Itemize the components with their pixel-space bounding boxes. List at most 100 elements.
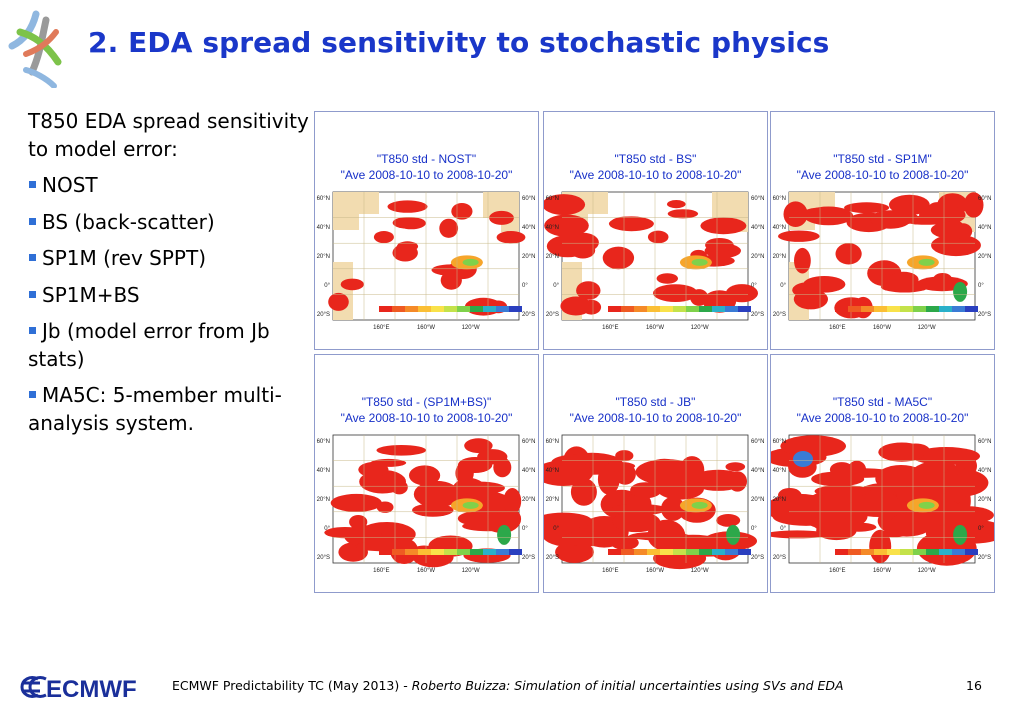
svg-text:ECMWF: ECMWF: [46, 676, 137, 703]
bullet-icon: [29, 181, 36, 188]
bullet-item: BS (back-scatter): [28, 209, 313, 237]
page-number: 16: [966, 678, 982, 693]
lat-label-right: 40°N: [978, 468, 991, 474]
spread-map: 60°N 60°N 40°N 40°N 20°N 20°N 0° 0° 20°S 20°S 160°…: [317, 191, 535, 331]
map-panel-ma5c: "T850 std - MA5C" "Ave 2008-10-10 to 200…: [770, 354, 995, 593]
lat-label-right: 60°N: [978, 196, 991, 202]
lat-label-left: 20°N: [546, 497, 559, 503]
lon-label: 160°W: [417, 568, 435, 574]
lat-label-left: 40°N: [546, 225, 559, 231]
lat-label-right: 0°: [751, 526, 757, 532]
lat-label-right: 20°N: [751, 497, 764, 503]
lat-label-left: 0°: [780, 283, 786, 289]
lon-label: 160°E: [373, 325, 389, 331]
map-panel-nost: "T850 std - NOST" "Ave 2008-10-10 to 200…: [314, 111, 539, 350]
spread-map: 60°N 60°N 40°N 40°N 20°N 20°N 0° 0° 20°S 20°S 160°…: [317, 434, 535, 574]
lat-label-right: 40°N: [978, 225, 991, 231]
bullet-icon: [29, 217, 36, 225]
lat-label-left: 60°N: [546, 439, 559, 445]
panel-subtitle: "Ave 2008-10-10 to 2008-10-20": [340, 411, 513, 425]
lon-label: 160°W: [873, 568, 891, 574]
lat-label-left: 0°: [553, 526, 559, 532]
lat-label-left: 0°: [324, 283, 330, 289]
lat-label-right: 40°N: [751, 468, 764, 474]
lon-label: 160°W: [646, 325, 664, 331]
lon-label: 120°W: [691, 325, 709, 331]
lat-label-left: 0°: [553, 283, 559, 289]
lat-label-right: 0°: [751, 283, 757, 289]
lat-label-left: 20°S: [773, 555, 786, 561]
spread-map: 60°N 60°N 40°N 40°N 20°N 20°N 0° 0° 20°S 20°S 160°…: [771, 434, 994, 574]
lat-label-right: 20°S: [978, 312, 991, 318]
lat-label-left: 40°N: [317, 225, 330, 231]
lat-label-left: 20°N: [317, 254, 330, 260]
lat-label-right: 20°N: [751, 254, 764, 260]
panel-title: "T850 std - MA5C": [832, 395, 933, 409]
lat-label-left: 60°N: [317, 196, 330, 202]
bullet-item: SP1M (rev SPPT): [28, 245, 313, 273]
lat-label-left: 60°N: [546, 196, 559, 202]
lat-label-right: 20°N: [522, 497, 535, 503]
slide-body: T850 EDA spread sensitivity to model err…: [28, 108, 313, 446]
lat-label-left: 20°S: [546, 555, 559, 561]
bullet-item: NOST: [28, 172, 313, 200]
lat-label-right: 0°: [522, 283, 528, 289]
panel-title: "T850 std - NOST": [376, 152, 477, 166]
lat-label-left: 20°S: [317, 312, 330, 318]
spread-map: 60°N 60°N 40°N 40°N 20°N 20°N 0° 0° 20°S 20°S 160°…: [544, 191, 764, 331]
lon-label: 160°E: [829, 568, 845, 574]
lon-label: 160°W: [646, 568, 664, 574]
lat-label-left: 60°N: [317, 439, 330, 445]
lon-label: 160°E: [602, 568, 618, 574]
lat-label-right: 60°N: [751, 439, 764, 445]
bullet-item: MA5C: 5-member multi-analysis system.: [28, 383, 282, 435]
map-panel-bs: "T850 std - BS" "Ave 2008-10-10 to 2008-…: [543, 111, 768, 350]
lat-label-left: 20°S: [317, 555, 330, 561]
map-panel-jb: "T850 std - JB" "Ave 2008-10-10 to 2008-…: [543, 354, 768, 593]
lat-label-right: 60°N: [751, 196, 764, 202]
lon-label: 120°W: [462, 325, 480, 331]
panel-subtitle: "Ave 2008-10-10 to 2008-10-20": [569, 168, 742, 182]
panel-subtitle: "Ave 2008-10-10 to 2008-10-20": [796, 411, 969, 425]
lat-label-left: 40°N: [546, 468, 559, 474]
lat-label-right: 60°N: [522, 439, 535, 445]
lon-label: 160°E: [602, 325, 618, 331]
ecmwf-corner-logo-icon: [8, 10, 62, 88]
lat-label-left: 20°N: [773, 254, 786, 260]
lat-label-left: 60°N: [773, 439, 786, 445]
map-panel-sp1m: "T850 std - SP1M" "Ave 2008-10-10 to 200…: [770, 111, 995, 350]
lat-label-left: 40°N: [317, 468, 330, 474]
lon-label: 120°W: [918, 325, 936, 331]
lat-label-right: 20°S: [751, 312, 764, 318]
lat-label-right: 20°S: [978, 555, 991, 561]
lat-label-left: 60°N: [773, 196, 786, 202]
lat-label-left: 20°N: [317, 497, 330, 503]
ecmwf-footer-logo: ECMWF: [20, 670, 148, 704]
lon-label: 160°E: [829, 325, 845, 331]
lat-label-right: 20°N: [978, 497, 991, 503]
lat-label-right: 60°N: [978, 439, 991, 445]
bullet-icon: [29, 290, 36, 298]
ecmwf-logo-icon: ECMWF: [20, 676, 137, 703]
lat-label-left: 40°N: [773, 468, 786, 474]
lat-label-right: 20°S: [522, 312, 535, 318]
lat-label-left: 0°: [324, 526, 330, 532]
panel-title: "T850 std - BS": [614, 152, 697, 166]
panel-title: "T850 std - JB": [615, 395, 696, 409]
lon-label: 120°W: [918, 568, 936, 574]
lat-label-right: 60°N: [522, 196, 535, 202]
panel-title: "T850 std - (SP1M+BS)": [361, 395, 492, 409]
lat-label-right: 40°N: [751, 225, 764, 231]
lat-label-left: 20°S: [546, 312, 559, 318]
lat-label-left: 20°N: [546, 254, 559, 260]
lat-label-right: 20°S: [522, 555, 535, 561]
bullet-item: Jb (model error from Jb stats): [28, 319, 270, 371]
lon-label: 120°W: [462, 568, 480, 574]
intro-text: T850 EDA spread sensitivity to model err…: [28, 109, 309, 161]
spread-map: 60°N 60°N 40°N 40°N 20°N 20°N 0° 0° 20°S 20°S 160°…: [544, 434, 764, 574]
panel-subtitle: "Ave 2008-10-10 to 2008-10-20": [569, 411, 742, 425]
lat-label-right: 20°S: [751, 555, 764, 561]
footer-author-title: Roberto Buizza: Simulation of initial un…: [411, 678, 844, 693]
footer-event: ECMWF Predictability TC (May 2013) -: [172, 678, 408, 693]
lat-label-right: 40°N: [522, 468, 535, 474]
